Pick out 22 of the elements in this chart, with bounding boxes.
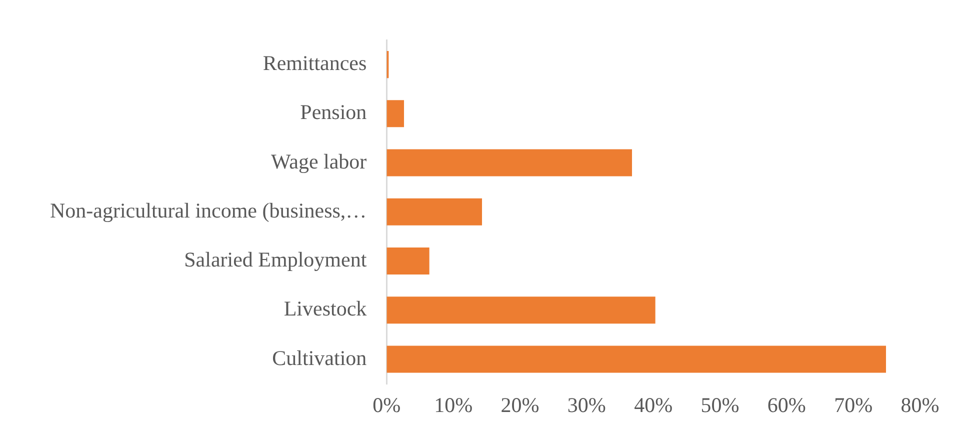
y-tick-label: Pension xyxy=(300,100,368,124)
y-tick-label: Livestock xyxy=(284,296,368,321)
x-tick-label: 40% xyxy=(634,392,673,417)
bar xyxy=(386,149,632,176)
y-tick-label: Non-agricultural income (business,… xyxy=(50,198,367,222)
x-tick-label: 30% xyxy=(567,392,606,417)
x-tick-label: 80% xyxy=(900,392,940,417)
x-tick-label: 70% xyxy=(834,392,873,417)
bar xyxy=(386,346,886,373)
bar xyxy=(386,296,656,324)
x-tick-label: 50% xyxy=(700,392,740,417)
y-tick-label: Remittances xyxy=(262,51,367,76)
y-tick-label: Salaried Employment xyxy=(184,248,367,272)
y-tick-label: Wage labor xyxy=(270,149,367,174)
bar xyxy=(386,100,404,128)
x-tick-label: 20% xyxy=(500,392,540,417)
bar xyxy=(386,198,482,226)
bar xyxy=(386,248,430,275)
x-tick-label: 60% xyxy=(767,392,806,417)
x-tick-label: 0% xyxy=(372,392,401,417)
x-tick-label: 10% xyxy=(434,392,473,417)
y-tick-label: Cultivation xyxy=(272,346,368,370)
